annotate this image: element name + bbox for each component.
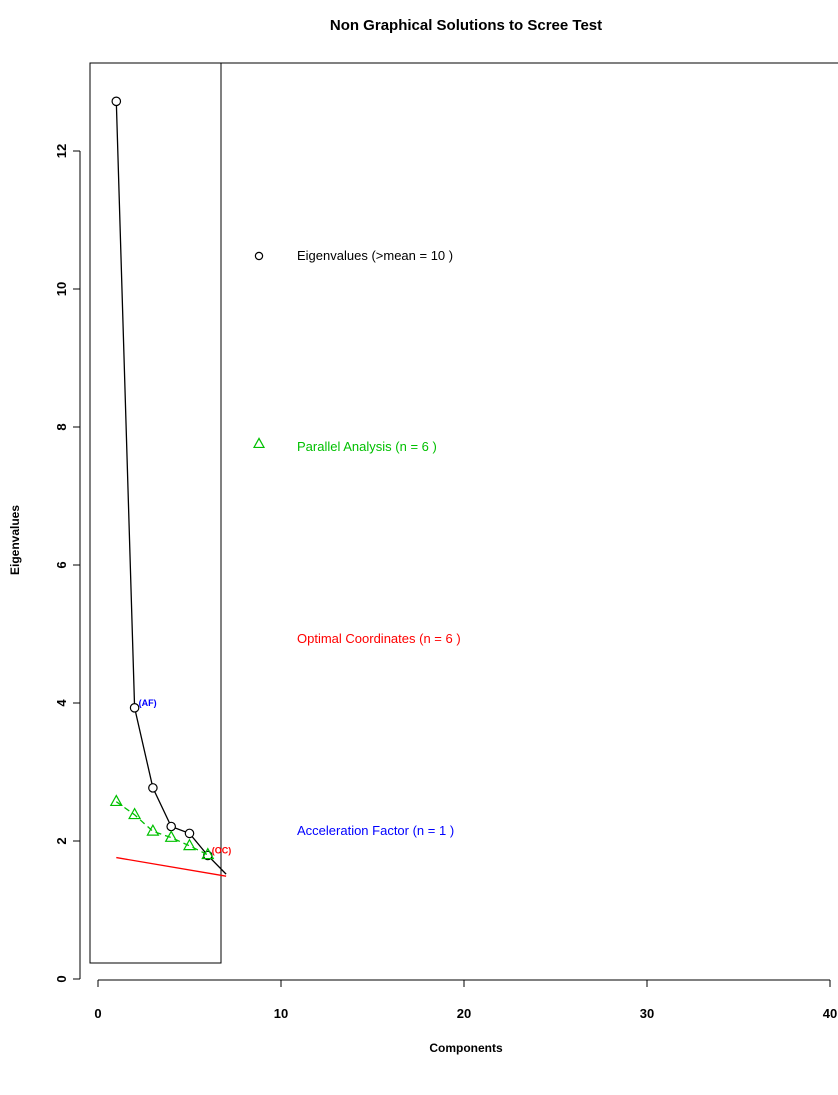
legend-entry-label: Acceleration Factor (n = 1 )	[297, 823, 454, 838]
y-tick-label: 6	[54, 561, 69, 568]
eigen-point	[184, 828, 195, 839]
parallel-point	[201, 847, 215, 860]
point-label: (OC)	[212, 845, 232, 855]
parallel-point	[182, 838, 197, 851]
x-tick-label: 10	[274, 1006, 288, 1021]
plot-frame	[89, 62, 222, 964]
x-axis-label: Components	[429, 1041, 503, 1055]
legend-entry-label: Optimal Coordinates (n = 6 )	[297, 631, 461, 646]
x-tick-label: 30	[640, 1006, 654, 1021]
x-tick-label: 20	[457, 1006, 471, 1021]
y-axis-label: Eigenvalues	[8, 505, 22, 575]
eigen-point	[166, 821, 176, 832]
legend: Eigenvalues (>mean = 10 ) Parallel Analys…	[252, 248, 461, 838]
point-label: (AF)	[139, 698, 157, 708]
x-tick-label: 40	[823, 1006, 837, 1021]
x-axis: 0 10 20 30 40	[94, 979, 837, 1021]
optimal-series-line	[116, 856, 227, 877]
legend-marker	[254, 251, 264, 261]
eigen-point	[111, 96, 122, 107]
eigen-point	[129, 703, 140, 713]
chart-title: Non Graphical Solutions to Scree Test	[330, 17, 602, 34]
y-tick-label: 4	[54, 699, 69, 707]
point-label-layer: (AF) (OC)	[139, 698, 232, 856]
eigen-point	[148, 783, 158, 793]
y-tick-label: 12	[54, 144, 69, 158]
y-tick-label: 10	[54, 282, 69, 296]
legend-entry-label: Parallel Analysis (n = 6 )	[297, 439, 437, 454]
legend-entry-label: Eigenvalues (>mean = 10 )	[297, 248, 453, 263]
eigen-series-line	[115, 101, 227, 875]
parallel-point	[109, 794, 123, 807]
y-tick-label: 2	[54, 837, 69, 844]
parallel-point	[146, 823, 160, 836]
parallel-point	[164, 830, 178, 842]
y-axis: 0 2 4 6 8 10 12	[54, 144, 81, 983]
x-tick-label: 0	[94, 1006, 101, 1021]
series-layer	[109, 96, 227, 877]
parallel-point	[128, 807, 142, 820]
legend-marker	[252, 437, 266, 449]
y-tick-label: 8	[54, 423, 69, 430]
y-tick-label: 0	[54, 975, 69, 982]
